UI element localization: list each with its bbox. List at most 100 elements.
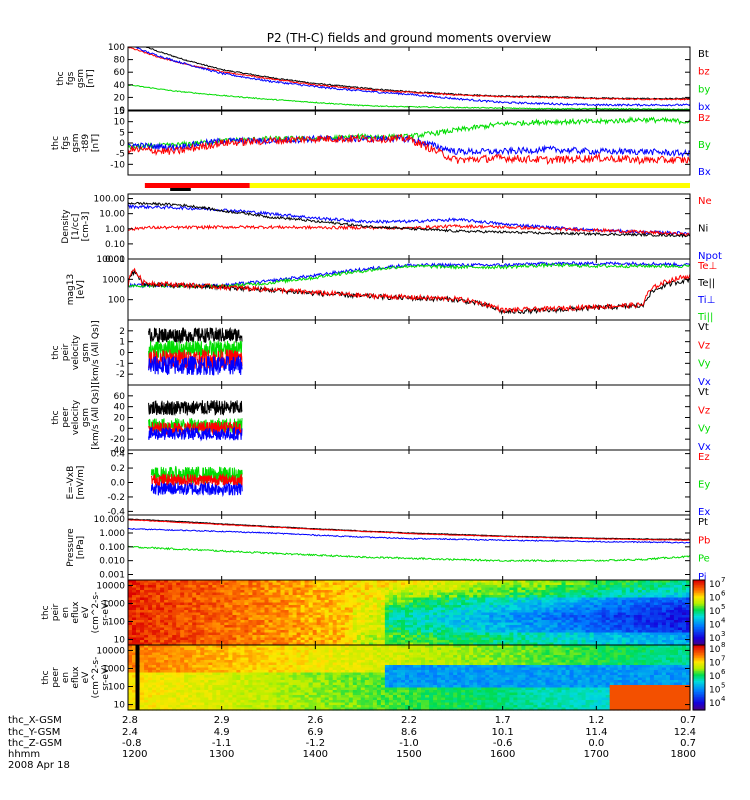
ion-spectrogram-panel-cell bbox=[384, 630, 390, 634]
electron-spectrogram-panel-cell bbox=[256, 697, 262, 701]
ion-spectrogram-panel-cell bbox=[493, 635, 498, 639]
ion-spectrogram-panel-cell bbox=[324, 630, 330, 634]
ion-spectrogram-panel-cell bbox=[220, 595, 225, 599]
ion-spectrogram-panel-cell bbox=[252, 630, 257, 634]
ion-spectrogram-panel-cell bbox=[280, 635, 286, 639]
ion-spectrogram-panel-cell bbox=[272, 605, 278, 609]
ion-spectrogram-panel-cell bbox=[204, 630, 209, 634]
ion-spectrogram-panel-cell bbox=[360, 642, 366, 646]
ion-spectrogram-panel-cell bbox=[196, 587, 201, 591]
ion-spectrogram-panel-cell bbox=[465, 605, 470, 609]
ion-spectrogram-panel-cell bbox=[533, 585, 538, 589]
ion-spectrogram-panel-cell bbox=[421, 597, 426, 601]
ion-spectrogram-panel-cell bbox=[445, 642, 450, 646]
ion-spectrogram-panel-cell bbox=[657, 590, 663, 594]
ion-spectrogram-panel-cell bbox=[264, 587, 270, 591]
ion-spectrogram-panel-cell bbox=[316, 637, 322, 641]
ion-spectrogram-panel-cell bbox=[545, 615, 551, 619]
ion-spectrogram-panel-cell bbox=[529, 597, 534, 601]
ion-spectrogram-panel-cell bbox=[316, 640, 322, 644]
ion-spectrogram-panel-cell bbox=[256, 582, 262, 586]
ion-spectrogram-panel-cell bbox=[541, 602, 547, 606]
ion-spectrogram-panel-cell bbox=[629, 630, 635, 634]
electron-spectrogram-panel-cell bbox=[176, 645, 181, 649]
ion-spectrogram-panel-cell bbox=[501, 592, 506, 596]
ion-spectrogram-panel-cell bbox=[521, 620, 526, 624]
electron-spectrogram-panel-cell bbox=[184, 697, 189, 701]
ion-spectrogram-panel-cell bbox=[128, 615, 133, 619]
ion-spectrogram-panel-cell bbox=[501, 607, 506, 611]
ion-spectrogram-panel-cell bbox=[360, 582, 366, 586]
ion-spectrogram-panel-cell bbox=[328, 642, 334, 646]
ion-spectrogram-panel-cell bbox=[573, 630, 579, 634]
ion-spectrogram-panel-cell bbox=[537, 632, 543, 636]
pressure-panel-ytick-label: 0.001 bbox=[99, 570, 125, 580]
ion-spectrogram-panel-cell bbox=[621, 637, 627, 641]
electron-spectrogram-panel-cell bbox=[252, 677, 257, 681]
ion-spectrogram-panel-cell bbox=[601, 617, 607, 621]
ion-spectrogram-panel-cell bbox=[405, 642, 410, 646]
ion-spectrogram-panel-cell bbox=[465, 600, 470, 604]
ion-spectrogram-panel-cell bbox=[284, 625, 290, 629]
electron-spectrogram-panel-cell bbox=[204, 692, 209, 696]
ion-spectrogram-panel-cell bbox=[360, 590, 366, 594]
ion-spectrogram-panel-cell bbox=[164, 580, 169, 584]
ion-spectrogram-panel-cell bbox=[617, 605, 623, 609]
electron-spectrogram-panel-cell bbox=[264, 647, 270, 651]
ion-spectrogram-panel-cell bbox=[316, 617, 322, 621]
ion-spectrogram-panel-cell bbox=[304, 617, 310, 621]
ion-spectrogram-panel-colorbar-cell bbox=[693, 630, 705, 633]
ion-spectrogram-panel-cell bbox=[312, 637, 318, 641]
ion-spectrogram-panel-cell bbox=[140, 595, 145, 599]
electron-spectrogram-panel-cell bbox=[140, 705, 145, 709]
electron-spectrogram-panel-cell bbox=[176, 650, 181, 654]
ion-spectrogram-panel-cell bbox=[376, 607, 382, 611]
ion-spectrogram-panel-cell bbox=[236, 597, 241, 601]
ion-spectrogram-panel-cell bbox=[264, 615, 270, 619]
ion-spectrogram-panel-cell bbox=[441, 585, 446, 589]
ion-spectrogram-panel-cell bbox=[232, 587, 237, 591]
ion-spectrogram-panel-cell bbox=[397, 585, 402, 589]
electron-spectrogram-panel-cell bbox=[176, 700, 181, 704]
electron-spectrogram-panel-cell bbox=[208, 677, 213, 681]
ion-spectrogram-panel-cell bbox=[184, 592, 189, 596]
electron-spectrogram-panel-cell bbox=[164, 700, 169, 704]
ion-spectrogram-panel-cell bbox=[637, 630, 643, 634]
ion-spectrogram-panel-cell bbox=[132, 607, 137, 611]
ion-spectrogram-panel-cell bbox=[332, 582, 338, 586]
ion-spectrogram-panel-cell bbox=[445, 625, 450, 629]
ion-spectrogram-panel-cell bbox=[409, 587, 414, 591]
electron-spectrogram-panel-cell bbox=[236, 690, 241, 694]
ion-spectrogram-panel-cell bbox=[525, 592, 530, 596]
ion-spectrogram-panel-cell bbox=[469, 635, 474, 639]
ion-spectrogram-panel-cell bbox=[292, 597, 298, 601]
electron-spectrogram-panel-cell bbox=[132, 660, 137, 664]
ion-spectrogram-panel-cell bbox=[433, 592, 438, 596]
electron-spectrogram-panel-cell bbox=[196, 655, 201, 659]
ion-spectrogram-panel-cell bbox=[240, 637, 245, 641]
ion-spectrogram-panel-cell bbox=[136, 602, 141, 606]
ion-spectrogram-panel-cell bbox=[204, 587, 209, 591]
fgs-gsm-panel-ylabel: fgs bbox=[66, 71, 76, 85]
ion-spectrogram-panel-cell bbox=[168, 635, 173, 639]
ion-spectrogram-panel-cell bbox=[657, 635, 663, 639]
ion-spectrogram-panel-cell bbox=[276, 617, 282, 621]
ion-spectrogram-panel-cell bbox=[645, 635, 651, 639]
ion-spectrogram-panel-cell bbox=[433, 597, 438, 601]
ion-spectrogram-panel-cell bbox=[320, 612, 326, 616]
ion-spectrogram-panel-cell bbox=[497, 605, 502, 609]
ion-spectrogram-panel-cell bbox=[505, 607, 510, 611]
ion-spectrogram-panel-cell bbox=[405, 580, 410, 584]
electron-spectrogram-panel-cell bbox=[164, 667, 169, 671]
ion-spectrogram-panel-cell bbox=[585, 607, 591, 611]
ion-spectrogram-panel-cell bbox=[621, 642, 627, 646]
electron-spectrogram-panel-cell bbox=[140, 670, 145, 674]
ion-spectrogram-panel-cell bbox=[308, 582, 314, 586]
ion-spectrogram-panel-cell bbox=[164, 622, 169, 626]
ion-spectrogram-panel-cell bbox=[577, 582, 583, 586]
electron-spectrogram-panel-cell bbox=[192, 665, 197, 669]
electron-spectrogram-panel-cell bbox=[216, 647, 221, 651]
ion-spectrogram-panel-cell bbox=[280, 615, 286, 619]
ion-spectrogram-panel-cell bbox=[388, 602, 394, 606]
ion-spectrogram-panel-cell bbox=[164, 620, 169, 624]
